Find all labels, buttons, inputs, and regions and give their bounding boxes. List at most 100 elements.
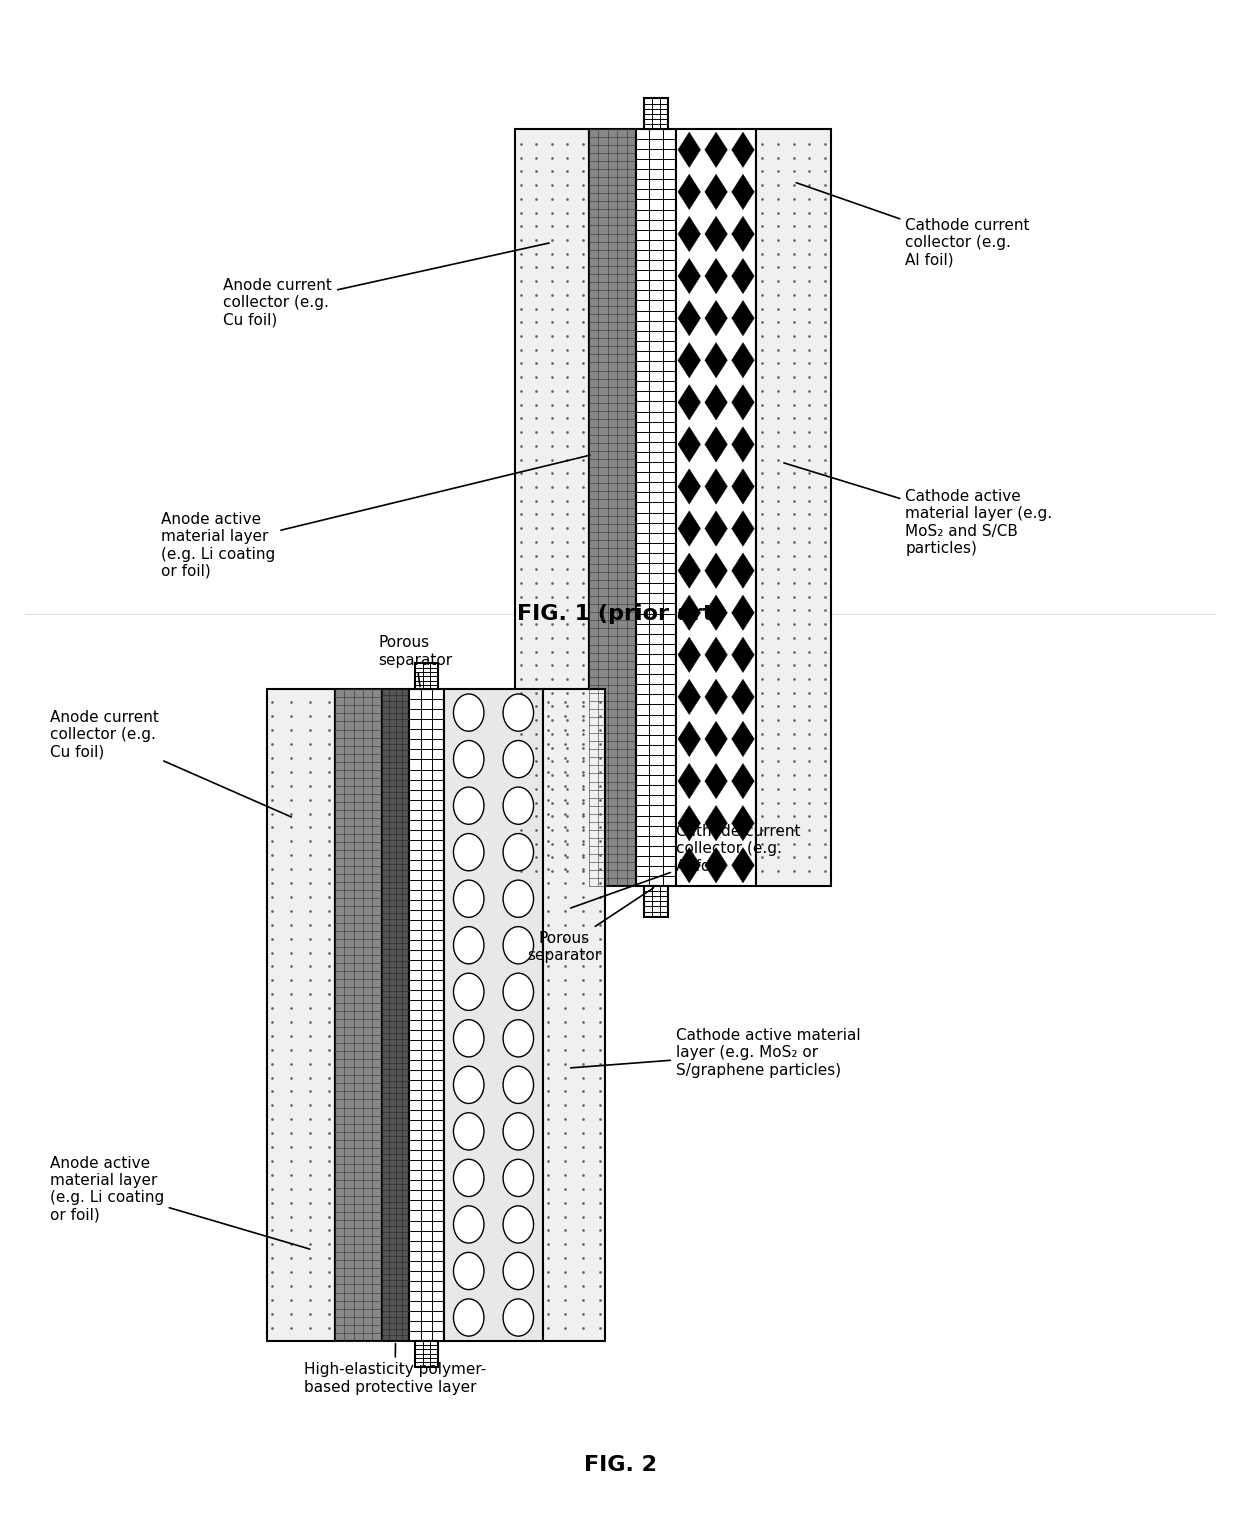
Text: Anode active
material layer
(e.g. Li coating
or foil): Anode active material layer (e.g. Li coa… xyxy=(50,1156,310,1248)
Polygon shape xyxy=(678,132,701,168)
Circle shape xyxy=(454,1298,484,1336)
Text: Porous
separator: Porous separator xyxy=(527,888,653,964)
Polygon shape xyxy=(732,511,754,547)
Polygon shape xyxy=(704,385,728,420)
Polygon shape xyxy=(732,427,754,462)
Circle shape xyxy=(454,786,484,824)
Text: Cathode current
collector (e.g.
Al foil): Cathode current collector (e.g. Al foil) xyxy=(570,824,800,907)
Text: Porous
separator: Porous separator xyxy=(378,635,453,686)
Polygon shape xyxy=(678,595,701,630)
Polygon shape xyxy=(732,764,754,798)
Circle shape xyxy=(454,880,484,917)
Circle shape xyxy=(454,741,484,777)
Polygon shape xyxy=(704,595,728,630)
Circle shape xyxy=(503,1159,533,1197)
Polygon shape xyxy=(732,385,754,420)
Circle shape xyxy=(503,880,533,917)
Circle shape xyxy=(454,927,484,964)
Polygon shape xyxy=(732,847,754,883)
Circle shape xyxy=(454,1206,484,1242)
Polygon shape xyxy=(704,259,728,294)
Polygon shape xyxy=(704,679,728,715)
Circle shape xyxy=(503,833,533,871)
Circle shape xyxy=(503,973,533,1011)
Bar xyxy=(589,129,636,886)
Circle shape xyxy=(503,786,533,824)
Polygon shape xyxy=(732,259,754,294)
Polygon shape xyxy=(704,553,728,588)
Circle shape xyxy=(454,1067,484,1103)
Circle shape xyxy=(503,1253,533,1289)
Polygon shape xyxy=(678,806,701,841)
Circle shape xyxy=(454,1112,484,1150)
Polygon shape xyxy=(732,638,754,673)
Circle shape xyxy=(503,694,533,732)
Polygon shape xyxy=(704,342,728,377)
Bar xyxy=(636,129,676,886)
Polygon shape xyxy=(704,132,728,168)
Polygon shape xyxy=(678,174,701,209)
Polygon shape xyxy=(732,217,754,251)
Polygon shape xyxy=(732,342,754,377)
Polygon shape xyxy=(678,300,701,336)
Polygon shape xyxy=(704,427,728,462)
Text: Cathode active
material layer (e.g.
MoS₂ and S/CB
particles): Cathode active material layer (e.g. MoS₂… xyxy=(784,464,1053,556)
Text: Anode active
material layer
(e.g. Li coating
or foil): Anode active material layer (e.g. Li coa… xyxy=(161,454,590,579)
Bar xyxy=(382,689,409,1341)
Bar xyxy=(267,689,335,1341)
Polygon shape xyxy=(678,721,701,756)
Polygon shape xyxy=(704,217,728,251)
Polygon shape xyxy=(732,300,754,336)
Bar xyxy=(415,1341,438,1367)
Bar xyxy=(756,129,831,886)
Polygon shape xyxy=(678,468,701,504)
Circle shape xyxy=(454,1159,484,1197)
Polygon shape xyxy=(678,259,701,294)
Polygon shape xyxy=(678,553,701,588)
Circle shape xyxy=(454,694,484,732)
Bar xyxy=(644,98,668,129)
Polygon shape xyxy=(678,385,701,420)
Text: Cathode current
collector (e.g.
Al foil): Cathode current collector (e.g. Al foil) xyxy=(796,183,1029,267)
Polygon shape xyxy=(704,847,728,883)
Polygon shape xyxy=(678,638,701,673)
Bar xyxy=(515,129,589,886)
Circle shape xyxy=(503,1067,533,1103)
Bar xyxy=(676,129,756,886)
Bar xyxy=(444,689,543,1341)
Polygon shape xyxy=(678,847,701,883)
Polygon shape xyxy=(732,174,754,209)
Polygon shape xyxy=(678,679,701,715)
Bar xyxy=(335,689,382,1341)
Text: FIG. 1 (prior art): FIG. 1 (prior art) xyxy=(517,603,723,624)
Circle shape xyxy=(454,1020,484,1057)
Polygon shape xyxy=(732,679,754,715)
Polygon shape xyxy=(678,217,701,251)
Bar xyxy=(415,664,438,689)
Circle shape xyxy=(503,1020,533,1057)
Text: Cathode active material
layer (e.g. MoS₂ or
S/graphene particles): Cathode active material layer (e.g. MoS₂… xyxy=(570,1029,861,1077)
Circle shape xyxy=(503,927,533,964)
Circle shape xyxy=(503,1298,533,1336)
Polygon shape xyxy=(732,553,754,588)
Polygon shape xyxy=(732,721,754,756)
Bar xyxy=(543,689,605,1341)
Circle shape xyxy=(503,741,533,777)
Polygon shape xyxy=(678,427,701,462)
Polygon shape xyxy=(732,806,754,841)
Polygon shape xyxy=(732,468,754,504)
Polygon shape xyxy=(732,132,754,168)
Circle shape xyxy=(454,1253,484,1289)
Polygon shape xyxy=(704,764,728,798)
Polygon shape xyxy=(704,721,728,756)
Polygon shape xyxy=(678,511,701,547)
Circle shape xyxy=(454,973,484,1011)
Polygon shape xyxy=(732,595,754,630)
Circle shape xyxy=(454,833,484,871)
Circle shape xyxy=(503,1112,533,1150)
Polygon shape xyxy=(678,764,701,798)
Text: Anode current
collector (e.g.
Cu foil): Anode current collector (e.g. Cu foil) xyxy=(223,242,549,327)
Text: FIG. 2: FIG. 2 xyxy=(584,1454,656,1476)
Text: High-elasticity polymer-
based protective layer: High-elasticity polymer- based protectiv… xyxy=(304,1344,486,1395)
Circle shape xyxy=(503,1206,533,1242)
